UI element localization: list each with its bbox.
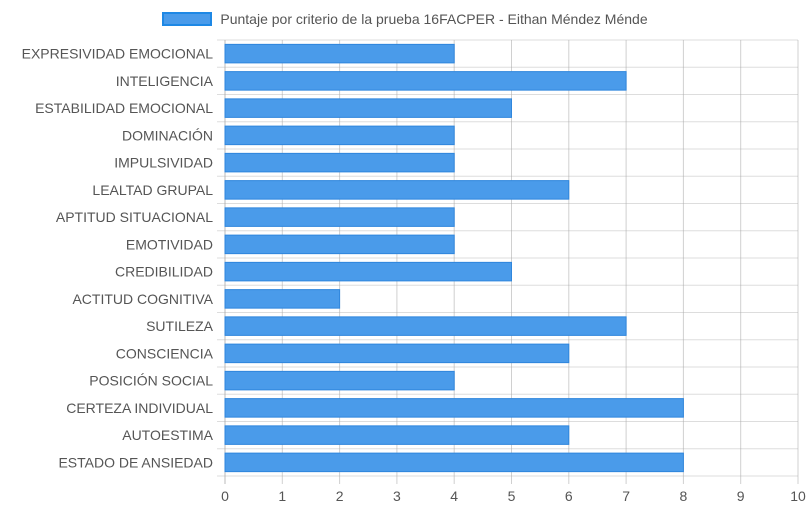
category-label: SUTILEZA	[146, 318, 214, 334]
category-label: IMPULSIVIDAD	[114, 155, 213, 171]
x-tick-label: 9	[737, 488, 745, 504]
x-tick-label: 2	[336, 488, 344, 504]
x-tick-label: 4	[450, 488, 458, 504]
bar[interactable]	[224, 425, 570, 445]
category-label: LEALTAD GRUPAL	[92, 182, 213, 198]
bar[interactable]	[224, 261, 512, 282]
bar[interactable]	[224, 289, 341, 309]
bar[interactable]	[224, 180, 570, 200]
bar[interactable]	[224, 98, 512, 118]
legend-label: Puntaje por criterio de la prueba 16FACP…	[220, 11, 648, 27]
category-label: EXPRESIVIDAD EMOCIONAL	[22, 46, 214, 62]
x-tick-label: 8	[680, 488, 688, 504]
bar[interactable]	[224, 43, 455, 64]
x-tick-labels: 0 1 2 3 4 5 6 7 8 9 10	[221, 488, 806, 504]
legend-swatch	[162, 12, 213, 26]
bar[interactable]	[224, 398, 684, 418]
category-label: CERTEZA INDIVIDUAL	[66, 400, 213, 416]
bar[interactable]	[224, 152, 455, 173]
x-tick-label: 5	[508, 488, 516, 504]
x-tick-label: 10	[790, 488, 806, 504]
category-label: CREDIBILIDAD	[115, 264, 213, 280]
bar[interactable]	[224, 207, 455, 227]
category-labels: EXPRESIVIDAD EMOCIONAL INTELIGENCIA ESTABI…	[22, 46, 214, 471]
bar[interactable]	[224, 234, 455, 255]
category-label: EMOTIVIDAD	[126, 236, 213, 252]
x-tick-label: 0	[221, 488, 229, 504]
category-label: ESTABILIDAD EMOCIONAL	[35, 100, 213, 116]
x-tick-label: 1	[278, 488, 286, 504]
x-tick-label: 3	[393, 488, 401, 504]
bar[interactable]	[224, 370, 455, 391]
category-label: ESTADO DE ANSIEDAD	[58, 454, 213, 470]
x-tick-label: 7	[622, 488, 630, 504]
bar[interactable]	[224, 343, 570, 364]
bar[interactable]	[224, 316, 627, 336]
bar[interactable]	[224, 125, 455, 146]
bar[interactable]	[224, 71, 627, 91]
category-label: DOMINACIÓN	[122, 127, 213, 143]
bars	[224, 43, 684, 473]
bar[interactable]	[224, 452, 684, 473]
category-label: POSICIÓN SOCIAL	[89, 373, 213, 389]
category-label: ACTITUD COGNITIVA	[72, 291, 213, 307]
category-label: AUTOESTIMA	[122, 427, 213, 443]
x-tick-label: 6	[565, 488, 573, 504]
chart-legend[interactable]: Puntaje por criterio de la prueba 16FACP…	[0, 10, 810, 28]
category-label: INTELIGENCIA	[116, 73, 214, 89]
category-label: CONSCIENCIA	[116, 345, 214, 361]
category-label: APTITUD SITUACIONAL	[56, 209, 213, 225]
